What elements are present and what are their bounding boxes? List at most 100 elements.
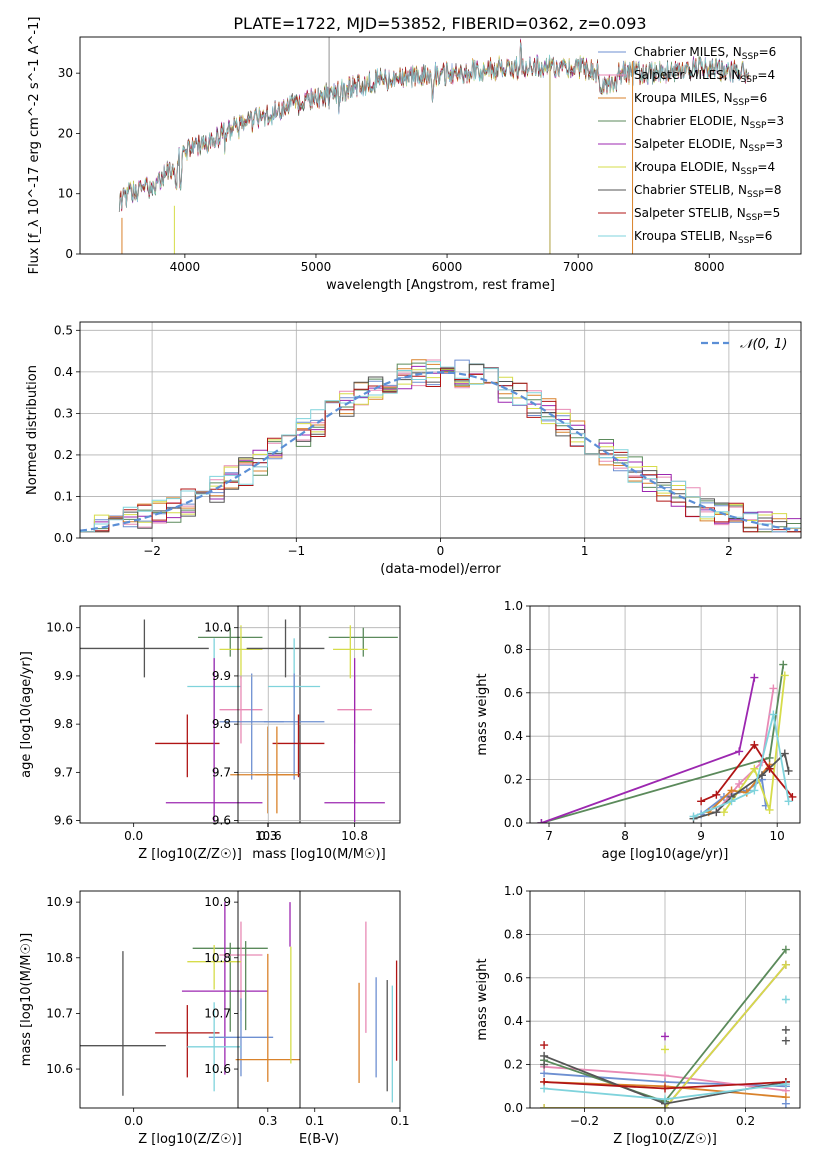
legend-nssp: =6 [759,45,777,59]
y-tick-label: 10.7 [204,1006,231,1020]
legend-subscript: SSP [750,121,767,131]
plus-marker [697,797,706,806]
errorbar-point [192,942,268,1032]
errorbar-point [246,619,325,678]
plus-marker [750,673,759,682]
legend-label: Chabrier STELIB, NSSP=8 [634,183,782,200]
y-tick-label: 1.0 [504,884,523,898]
errorbar-point [187,944,241,990]
errorbar-point [324,658,385,823]
x-axis-label: mass [log10(M/M☉)] [252,847,385,862]
errorbar-point [328,627,398,657]
y-axis-label: Normed distribution [25,365,40,495]
x-axis-label: Z [log10(Z/Z☉)] [138,847,242,862]
plot-area [118,37,749,254]
x-tick-label: 7000 [563,260,594,274]
errorbar-point [219,921,263,1011]
y-tick-label: 0.3 [54,406,73,420]
y-tick-label: 10.0 [46,621,73,635]
age-vs-mass-panel: 10.6 10.8 9.6 9.7 9.8 9.9 10.0 mass [log10(M/M☉… [204,605,401,862]
plus-marker [540,1060,549,1069]
x-tick-label: 4000 [170,260,201,274]
mass-weight-vs-age-panel: 7 8 9 10 0.0 0.2 0.4 0.6 0.8 1.0 age [log10(age/yr… [475,599,801,862]
x-tick-label: 0.0 [124,829,143,843]
y-tick-label: 0.4 [504,1014,523,1028]
legend-label: 𝒩(0, 1) [740,337,787,352]
y-tick-label: 10.6 [204,1062,231,1076]
y-axis-label: mass weight [475,673,490,755]
errorbar-point [181,902,268,1075]
errorbar-point [80,619,209,678]
y-tick-label: 10.9 [46,895,73,909]
x-tick-label: 0.2 [736,1114,755,1128]
y-tick-label: 0 [65,247,73,261]
errorbar-point [333,625,368,679]
x-axis-label: Z [log10(Z/Z☉)] [138,1132,242,1147]
spectrum-panel: 4000 5000 6000 7000 8000 0 10 20 30 wavelength [A… [27,17,802,293]
plus-marker [757,771,766,780]
axes-frame [529,890,801,1109]
legend-subscript: SSP [747,190,764,200]
plus-marker [780,749,789,758]
plus-marker [719,808,728,817]
x-axis-label: wavelength [Angstrom, rest frame] [326,278,555,293]
y-tick-label: 0.1 [54,489,73,503]
plus-marker [769,710,778,719]
y-axis-label: Flux [f_λ 10^-17 erg cm^-2 s^-1 A^-1] [27,17,42,275]
errorbar-point [235,953,300,1082]
y-tick-label: 0.5 [54,323,73,337]
legend-subscript: SSP [741,75,758,85]
axes-frame [79,36,802,255]
y-tick-label: 30 [58,66,73,80]
y-tick-label: 9.8 [54,717,73,731]
x-tick-label: 0.3 [258,829,277,843]
x-axis-label: (data-model)/error [380,562,501,577]
y-tick-label: 0.8 [504,927,523,941]
plus-marker [735,779,744,788]
plus-marker [661,1095,669,1104]
errorbar-point [165,658,263,823]
y-axis-label: mass weight [475,958,490,1040]
plus-marker [661,1084,669,1093]
errorbar-point [263,673,325,780]
y-tick-label: 0.2 [504,1058,523,1072]
axes-frame [79,890,301,1109]
plus-marker [735,747,744,756]
y-tick-label: 0.0 [504,1101,523,1115]
mass-weight-line [541,664,785,823]
y-tick-label: 9.6 [54,814,73,828]
y-tick-label: 0.0 [504,816,523,830]
plus-marker [788,792,797,801]
x-tick-label: −2 [143,544,161,558]
legend-nssp: =6 [755,229,773,243]
legend-nssp: =8 [764,183,782,197]
mass-weight-line [544,964,787,1108]
y-tick-label: 10 [58,187,73,201]
plus-marker [769,684,778,693]
plus-marker [727,797,736,806]
plus-marker [781,1036,790,1045]
plot-area [80,359,801,538]
errorbar-point [198,627,263,657]
errorbar-point [255,726,299,814]
figure-title: PLATE=1722, MJD=53852, FIBERID=0362, z=0… [233,14,646,33]
y-tick-label: 0.4 [504,729,523,743]
plus-marker [765,764,774,773]
plus-marker [784,797,793,806]
legend-label: Kroupa MILES, NSSP=6 [634,91,767,108]
legend-nssp: =6 [750,91,768,105]
spectrum-line [118,42,749,212]
y-tick-label: 10.8 [204,951,231,965]
y-tick-label: 20 [58,126,73,140]
legend-subscript: SSP [748,144,765,154]
y-tick-label: 10.7 [46,1006,73,1020]
legend-subscript: SSP [746,213,763,223]
plus-marker [540,1041,549,1050]
plus-marker [781,1025,790,1034]
y-tick-label: 10.0 [204,621,231,635]
x-tick-label: 0.1 [390,1114,409,1128]
x-axis-label: E(B-V) [299,1132,339,1147]
errorbar-point [208,998,274,1077]
y-tick-label: 9.7 [212,765,231,779]
